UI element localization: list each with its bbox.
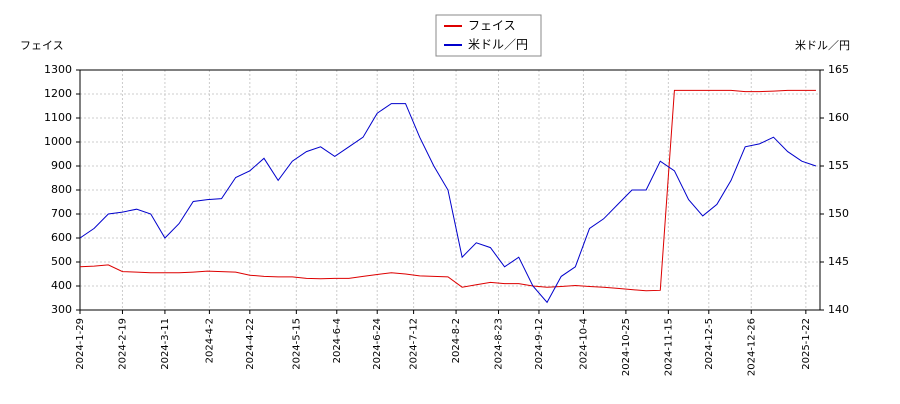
x-tick-label: 2024-3-11 <box>160 318 171 370</box>
x-tick-label: 2024-11-15 <box>663 318 674 376</box>
y-axis-title: フェイス <box>20 39 64 52</box>
y2-axis-title: 米ドル／円 <box>795 39 850 52</box>
y2-tick-label: 165 <box>828 63 849 76</box>
x-tick-label: 2024-4-22 <box>245 318 256 370</box>
y-tick-label: 300 <box>51 303 72 316</box>
x-tick-label: 2024-5-15 <box>291 318 302 370</box>
y-tick-label: 900 <box>51 159 72 172</box>
y2-tick-label: 145 <box>828 255 849 268</box>
y2-tick-label: 150 <box>828 207 849 220</box>
y-tick-label: 1000 <box>44 135 72 148</box>
series-line <box>79 103 817 304</box>
legend-label: 米ドル／円 <box>468 38 528 52</box>
y2-tick-label: 140 <box>828 303 849 316</box>
x-tick-label: 2024-10-4 <box>578 318 589 370</box>
series-line <box>79 89 816 292</box>
x-tick-label: 2024-10-25 <box>621 318 632 376</box>
x-tick-label: 2024-12-26 <box>746 318 757 376</box>
y-tick-label: 1300 <box>44 63 72 76</box>
y-tick-label: 800 <box>51 183 72 196</box>
x-tick-label: 2024-6-24 <box>372 318 383 370</box>
x-tick-label: 2024-4-2 <box>204 318 215 363</box>
y-tick-label: 400 <box>51 279 72 292</box>
x-tick-label: 2024-12-5 <box>704 318 715 370</box>
x-tick-label: 2025-1-22 <box>801 318 812 370</box>
x-tick-label: 2024-1-29 <box>75 318 86 370</box>
x-tick-label: 2024-8-23 <box>494 318 505 370</box>
y-tick-label: 500 <box>51 255 72 268</box>
x-tick-label: 2024-9-12 <box>534 318 545 370</box>
x-tick-label: 2024-7-12 <box>409 318 420 370</box>
y-tick-label: 1100 <box>44 111 72 124</box>
x-tick-label: 2024-6-4 <box>332 318 343 363</box>
y2-tick-label: 155 <box>828 159 849 172</box>
x-tick-label: 2024-8-2 <box>451 318 462 363</box>
y2-tick-label: 160 <box>828 111 849 124</box>
legend <box>435 14 542 57</box>
legend-label: フェイス <box>468 19 516 33</box>
plot-frame <box>79 69 821 311</box>
y-tick-label: 1200 <box>44 87 72 100</box>
y-tick-label: 700 <box>51 207 72 220</box>
y-tick-label: 600 <box>51 231 72 244</box>
x-tick-label: 2024-2-19 <box>117 318 128 370</box>
